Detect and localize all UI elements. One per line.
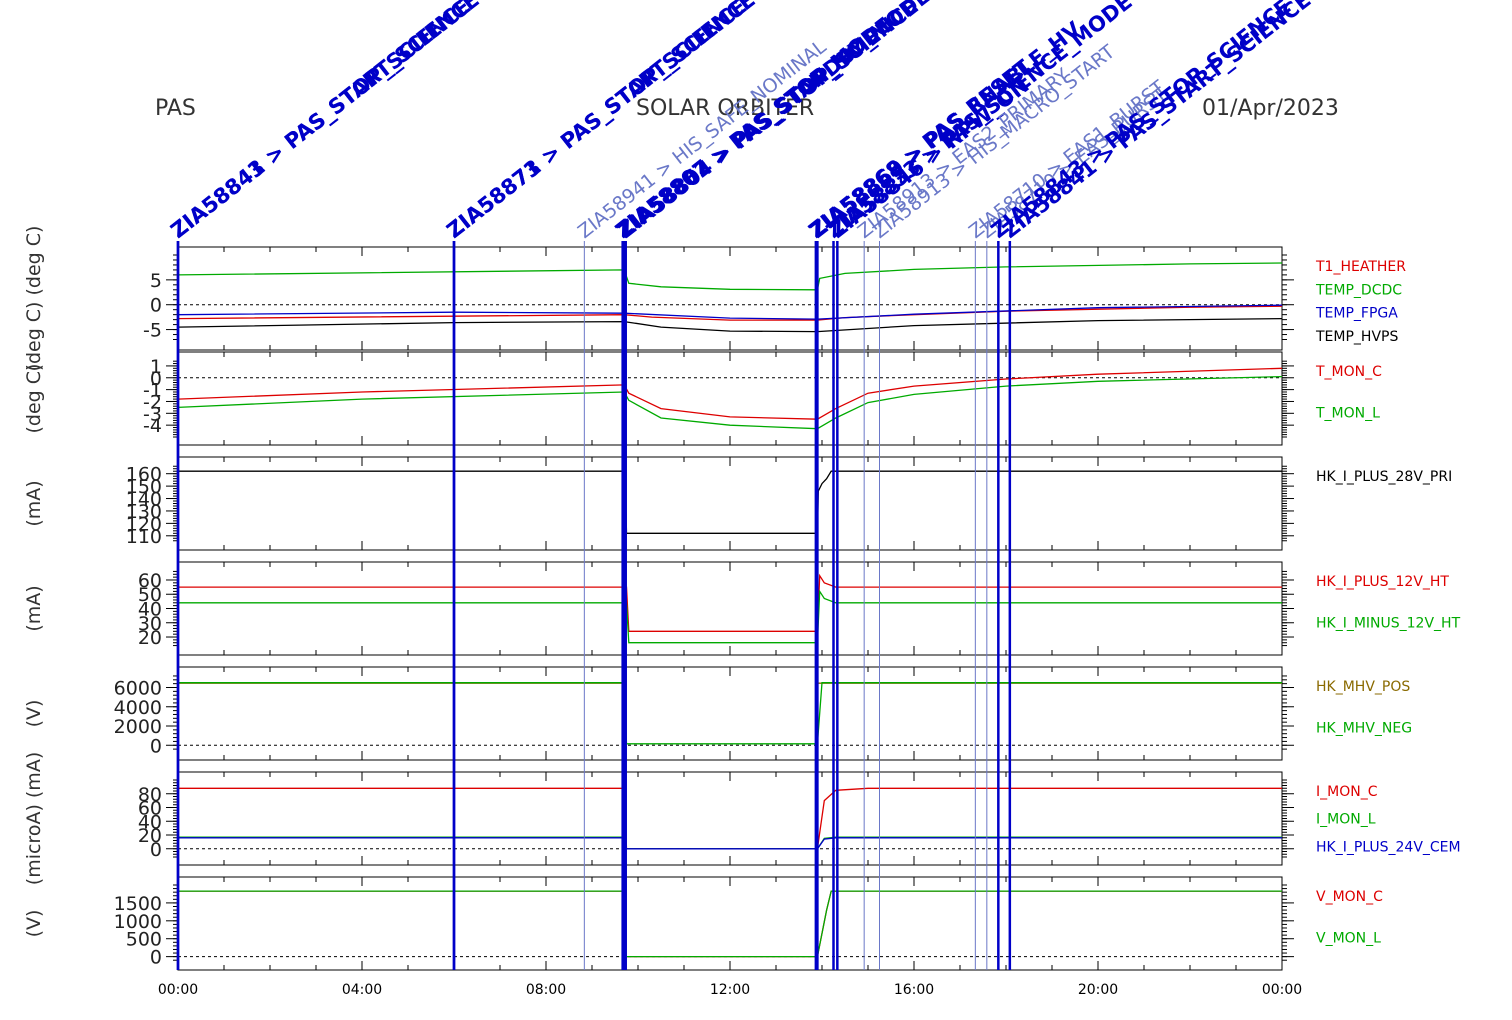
panel-frame [177, 771, 1283, 866]
x-tick-label: 04:00 [342, 982, 382, 998]
y-tick-label: 0 [150, 735, 162, 757]
series-line [178, 837, 1282, 850]
legend-entry: V_MON_L [1316, 931, 1381, 947]
y-tick-label: 40 [138, 811, 162, 833]
series-line [177, 262, 1283, 291]
y-tick-label: -4 [143, 415, 162, 437]
legend-entry: TEMP_FPGA [1315, 306, 1398, 322]
y-tick-label: 1 [150, 356, 162, 378]
y-axis-label: (deg C) [23, 364, 45, 434]
y-tick-label: -1 [143, 380, 162, 402]
series-line [178, 890, 1282, 958]
legend-entry: V_MON_C [1316, 889, 1383, 905]
x-tick-label: 08:00 [526, 982, 566, 998]
legend-entry: T1_HEATHER [1315, 259, 1406, 275]
y-tick-label: 150 [126, 476, 162, 498]
event-label: ZIA58941 > HIS_SAFE_NOMINAL [574, 36, 831, 243]
series-line [178, 682, 1282, 745]
event-label: ZIA58841 > PAS_START_SCIENCE [166, 0, 483, 243]
x-tick-label: 20:00 [1078, 982, 1118, 998]
x-tick-label: 00:00 [158, 982, 198, 998]
y-tick-label: 20 [138, 627, 162, 649]
x-tick-label: 12:00 [710, 982, 750, 998]
x-tick-label: 16:00 [894, 982, 934, 998]
legend-entry: HK_MHV_POS [1316, 679, 1410, 695]
y-tick-label: -5 [143, 320, 162, 342]
series-line [178, 890, 1282, 958]
series-line [178, 836, 1282, 850]
series-line [177, 317, 1283, 333]
panel-frame [177, 666, 1283, 761]
y-tick-label: 140 [126, 489, 162, 511]
mission-title: SOLAR ORBITER [636, 96, 815, 121]
y-tick-label: 20 [138, 825, 162, 847]
y-axis-label: (mA) [23, 585, 45, 631]
legend-entry: I_MON_L [1316, 812, 1376, 828]
series-line [177, 375, 1283, 430]
y-axis-label: (V) [23, 910, 45, 938]
y-tick-label: 160 [126, 464, 162, 486]
y-tick-label: 6000 [114, 678, 162, 700]
y-tick-label: 0 [150, 295, 162, 317]
panel-2: -4-3-2-101 (deg C) T_MON_C T_MON_L [23, 351, 1382, 446]
legend-entry: HK_I_MINUS_12V_HT [1316, 616, 1461, 632]
legend-entry: TEMP_DCDC [1315, 282, 1402, 298]
y-tick-label: 5 [150, 270, 162, 292]
y-tick-label: 0 [150, 368, 162, 390]
y-axis-label: (V) [23, 700, 45, 728]
legend-entry: I_MON_C [1316, 784, 1378, 800]
legend-entry: HK_I_PLUS_28V_PRI [1316, 469, 1452, 485]
panel-frame [177, 246, 1283, 351]
legend-entry: HK_MHV_NEG [1316, 721, 1412, 737]
panel-frame [177, 351, 1283, 446]
instrument-title: PAS [155, 96, 196, 121]
y-tick-label: 60 [138, 570, 162, 592]
y-tick-label: 110 [126, 526, 162, 548]
y-tick-label: -2 [143, 391, 162, 413]
y-tick-label: 0 [150, 947, 162, 969]
panel-frame [177, 561, 1283, 656]
y-tick-label: 40 [138, 599, 162, 621]
y-tick-label: 130 [126, 501, 162, 523]
series-line [177, 367, 1283, 420]
y-axis-label: (microA) (mA) [23, 752, 45, 885]
legend-entry: T_MON_L [1315, 406, 1380, 422]
legend-entry: HK_I_PLUS_24V_CEM [1316, 839, 1461, 855]
y-tick-label: 80 [138, 784, 162, 806]
legend-entry: T_MON_C [1315, 364, 1382, 380]
y-tick-label: 4000 [114, 697, 162, 719]
series-line [178, 470, 1282, 534]
panel-1: -5 0 5 (deg C) (deg C) T1_HEATHER TEMP_DCDC TE… [23, 226, 1406, 372]
series-line [177, 304, 1283, 320]
series-line [178, 589, 1282, 644]
x-tick-label: 00:00 [1262, 982, 1302, 998]
date-title: 01/Apr/2023 [1202, 96, 1339, 121]
y-tick-label: 1500 [114, 893, 162, 915]
series-line [178, 573, 1282, 632]
series-line [178, 787, 1282, 850]
y-tick-label: 60 [138, 798, 162, 820]
y-tick-label: 0 [150, 839, 162, 861]
y-axis-label: (mA) [23, 480, 45, 526]
y-tick-label: -3 [143, 403, 162, 425]
y-tick-label: 1000 [114, 911, 162, 933]
y-tick-label: 500 [126, 929, 162, 951]
y-axis-label: (deg C) (deg C) [23, 226, 45, 372]
legend-entry: HK_I_PLUS_12V_HT [1316, 574, 1449, 590]
y-tick-label: 2000 [114, 716, 162, 738]
y-tick-label: 30 [138, 613, 162, 635]
y-tick-label: 120 [126, 513, 162, 535]
y-tick-label: 50 [138, 584, 162, 606]
legend-entry: TEMP_HVPS [1315, 329, 1398, 345]
